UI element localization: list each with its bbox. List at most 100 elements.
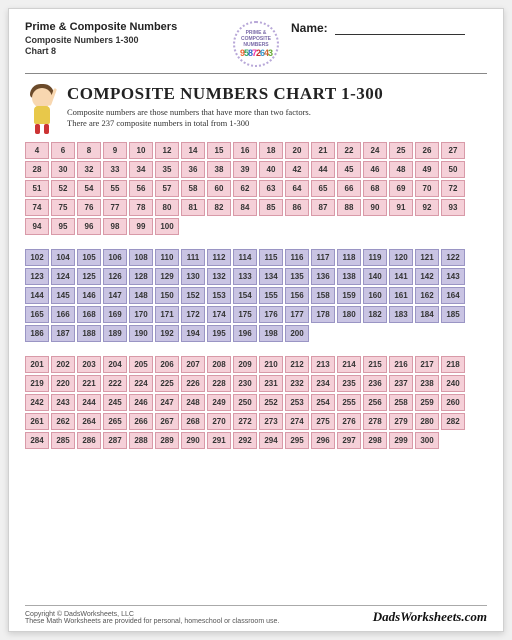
number-cell: 145: [51, 287, 75, 304]
number-cell: 213: [311, 356, 335, 373]
number-cell: 164: [441, 287, 465, 304]
number-cell: 123: [25, 268, 49, 285]
number-cell: 286: [77, 432, 101, 449]
number-cell: 186: [25, 325, 49, 342]
number-cell: 82: [207, 199, 231, 216]
number-cell: 274: [285, 413, 309, 430]
number-cell: 39: [233, 161, 257, 178]
intro-section: COMPOSITE NUMBERS CHART 1-300 Composite …: [25, 84, 487, 134]
number-grid: 1021041051061081101111121141151161171181…: [25, 249, 487, 342]
number-cell: 268: [181, 413, 205, 430]
number-cell: 76: [77, 199, 101, 216]
number-cell: 158: [311, 287, 335, 304]
number-cell: 219: [25, 375, 49, 392]
number-cell: 141: [389, 268, 413, 285]
number-cell: 20: [285, 142, 309, 159]
number-cell: 180: [337, 306, 361, 323]
number-cell: 209: [233, 356, 257, 373]
description-line1: Composite numbers are those numbers that…: [67, 107, 487, 118]
number-cell: 270: [207, 413, 231, 430]
number-cell: 16: [233, 142, 257, 159]
page-subtitle: Composite Numbers 1-300: [25, 35, 221, 45]
number-cell: 174: [207, 306, 231, 323]
number-cell: 84: [233, 199, 257, 216]
number-cell: 244: [77, 394, 101, 411]
number-cell: 275: [311, 413, 335, 430]
number-cell: 32: [77, 161, 101, 178]
number-cell: 171: [155, 306, 179, 323]
name-label: Name:: [291, 21, 328, 35]
number-cell: 256: [363, 394, 387, 411]
number-cell: 204: [103, 356, 127, 373]
number-cell: 200: [285, 325, 309, 342]
number-cell: 33: [103, 161, 127, 178]
number-cell: 189: [103, 325, 127, 342]
number-cell: 136: [311, 268, 335, 285]
number-cell: 205: [129, 356, 153, 373]
number-cell: 128: [129, 268, 153, 285]
logo-badge: PRIME & COMPOSITE NUMBERS 95872643: [233, 21, 279, 67]
number-cell: 80: [155, 199, 179, 216]
number-cell: 214: [337, 356, 361, 373]
number-cell: 9: [103, 142, 127, 159]
number-cell: 265: [103, 413, 127, 430]
number-cell: 98: [103, 218, 127, 235]
number-cell: 210: [259, 356, 283, 373]
number-cell: 206: [155, 356, 179, 373]
copyright: Copyright © DadsWorksheets, LLC: [25, 611, 279, 618]
number-cell: 138: [337, 268, 361, 285]
number-cell: 297: [337, 432, 361, 449]
number-cell: 12: [155, 142, 179, 159]
number-cell: 222: [103, 375, 127, 392]
number-cell: 69: [389, 180, 413, 197]
number-cell: 68: [363, 180, 387, 197]
number-cell: 140: [363, 268, 387, 285]
number-cell: 35: [155, 161, 179, 178]
number-cell: 110: [155, 249, 179, 266]
number-cell: 165: [25, 306, 49, 323]
chart-title: COMPOSITE NUMBERS CHART 1-300: [67, 84, 487, 104]
number-cell: 166: [51, 306, 75, 323]
number-cell: 24: [363, 142, 387, 159]
number-grids: 4689101214151618202122242526272830323334…: [25, 142, 487, 449]
footer: Copyright © DadsWorksheets, LLC These Ma…: [25, 605, 487, 625]
number-cell: 260: [441, 394, 465, 411]
number-cell: 295: [285, 432, 309, 449]
intro-text: COMPOSITE NUMBERS CHART 1-300 Composite …: [67, 84, 487, 129]
number-cell: 300: [415, 432, 439, 449]
number-cell: 246: [129, 394, 153, 411]
number-cell: 129: [155, 268, 179, 285]
number-cell: 111: [181, 249, 205, 266]
number-cell: 122: [441, 249, 465, 266]
number-cell: 289: [155, 432, 179, 449]
number-cell: 56: [129, 180, 153, 197]
footer-note: These Math Worksheets are provided for p…: [25, 618, 279, 625]
number-grid: 4689101214151618202122242526272830323334…: [25, 142, 487, 235]
number-cell: 85: [259, 199, 283, 216]
number-cell: 280: [415, 413, 439, 430]
divider: [25, 73, 487, 74]
number-cell: 108: [129, 249, 153, 266]
number-cell: 153: [207, 287, 231, 304]
number-cell: 99: [129, 218, 153, 235]
number-cell: 65: [311, 180, 335, 197]
number-cell: 22: [337, 142, 361, 159]
number-cell: 292: [233, 432, 257, 449]
number-cell: 201: [25, 356, 49, 373]
number-cell: 212: [285, 356, 309, 373]
number-cell: 267: [155, 413, 179, 430]
number-cell: 54: [77, 180, 101, 197]
number-cell: 88: [337, 199, 361, 216]
number-cell: 176: [259, 306, 283, 323]
number-cell: 77: [103, 199, 127, 216]
number-cell: 243: [51, 394, 75, 411]
number-cell: 106: [103, 249, 127, 266]
number-cell: 261: [25, 413, 49, 430]
name-input-line[interactable]: [335, 23, 465, 35]
number-cell: 273: [259, 413, 283, 430]
number-cell: 296: [311, 432, 335, 449]
number-cell: 217: [415, 356, 439, 373]
number-cell: 95: [51, 218, 75, 235]
number-cell: 218: [441, 356, 465, 373]
number-cell: 182: [363, 306, 387, 323]
